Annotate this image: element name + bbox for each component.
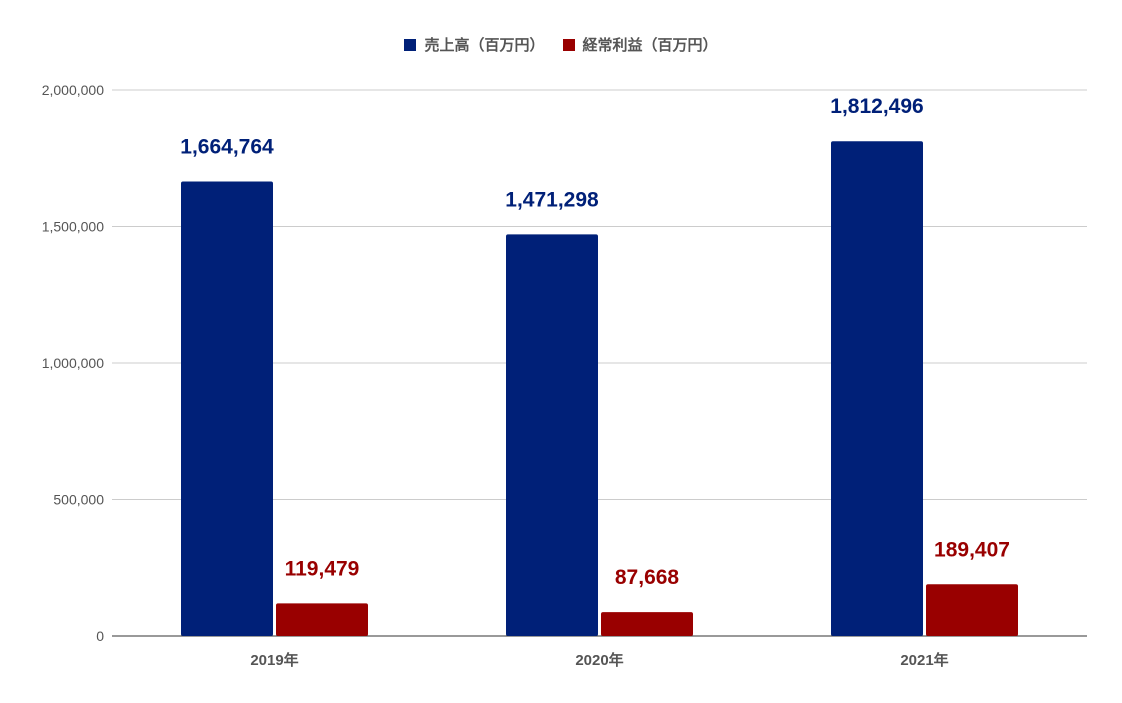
data-label: 1,664,764 (180, 136, 274, 159)
x-tick-label: 2019年 (250, 651, 298, 669)
data-label: 87,668 (615, 566, 680, 589)
x-tick-label: 2021年 (900, 651, 948, 669)
legend-label-sales: 売上高（百万円） (424, 37, 545, 54)
bar (181, 181, 273, 637)
x-tick-label: 2020年 (575, 651, 623, 669)
data-label: 1,812,496 (830, 95, 923, 118)
bar (276, 603, 368, 636)
legend-label-profit: 経常利益（百万円） (582, 37, 718, 54)
data-label: 189,407 (934, 538, 1010, 561)
y-tick-label: 1,500,000 (42, 219, 104, 235)
bar (506, 234, 598, 637)
y-tick-label: 2,000,000 (42, 82, 104, 98)
bar (601, 612, 693, 636)
legend-item-profit: 経常利益（百万円） (562, 34, 718, 55)
y-tick-label: 0 (96, 628, 104, 644)
y-tick-label: 1,000,000 (42, 355, 104, 371)
bar (926, 584, 1018, 636)
legend: 売上高（百万円） 経常利益（百万円） (0, 34, 1122, 55)
legend-item-sales: 売上高（百万円） (404, 34, 545, 55)
legend-swatch-sales (404, 38, 417, 51)
data-label: 1,471,298 (505, 188, 599, 211)
data-label: 119,479 (285, 557, 360, 580)
legend-swatch-profit (562, 38, 575, 51)
y-tick-label: 500,000 (53, 492, 104, 508)
bar (831, 141, 923, 636)
